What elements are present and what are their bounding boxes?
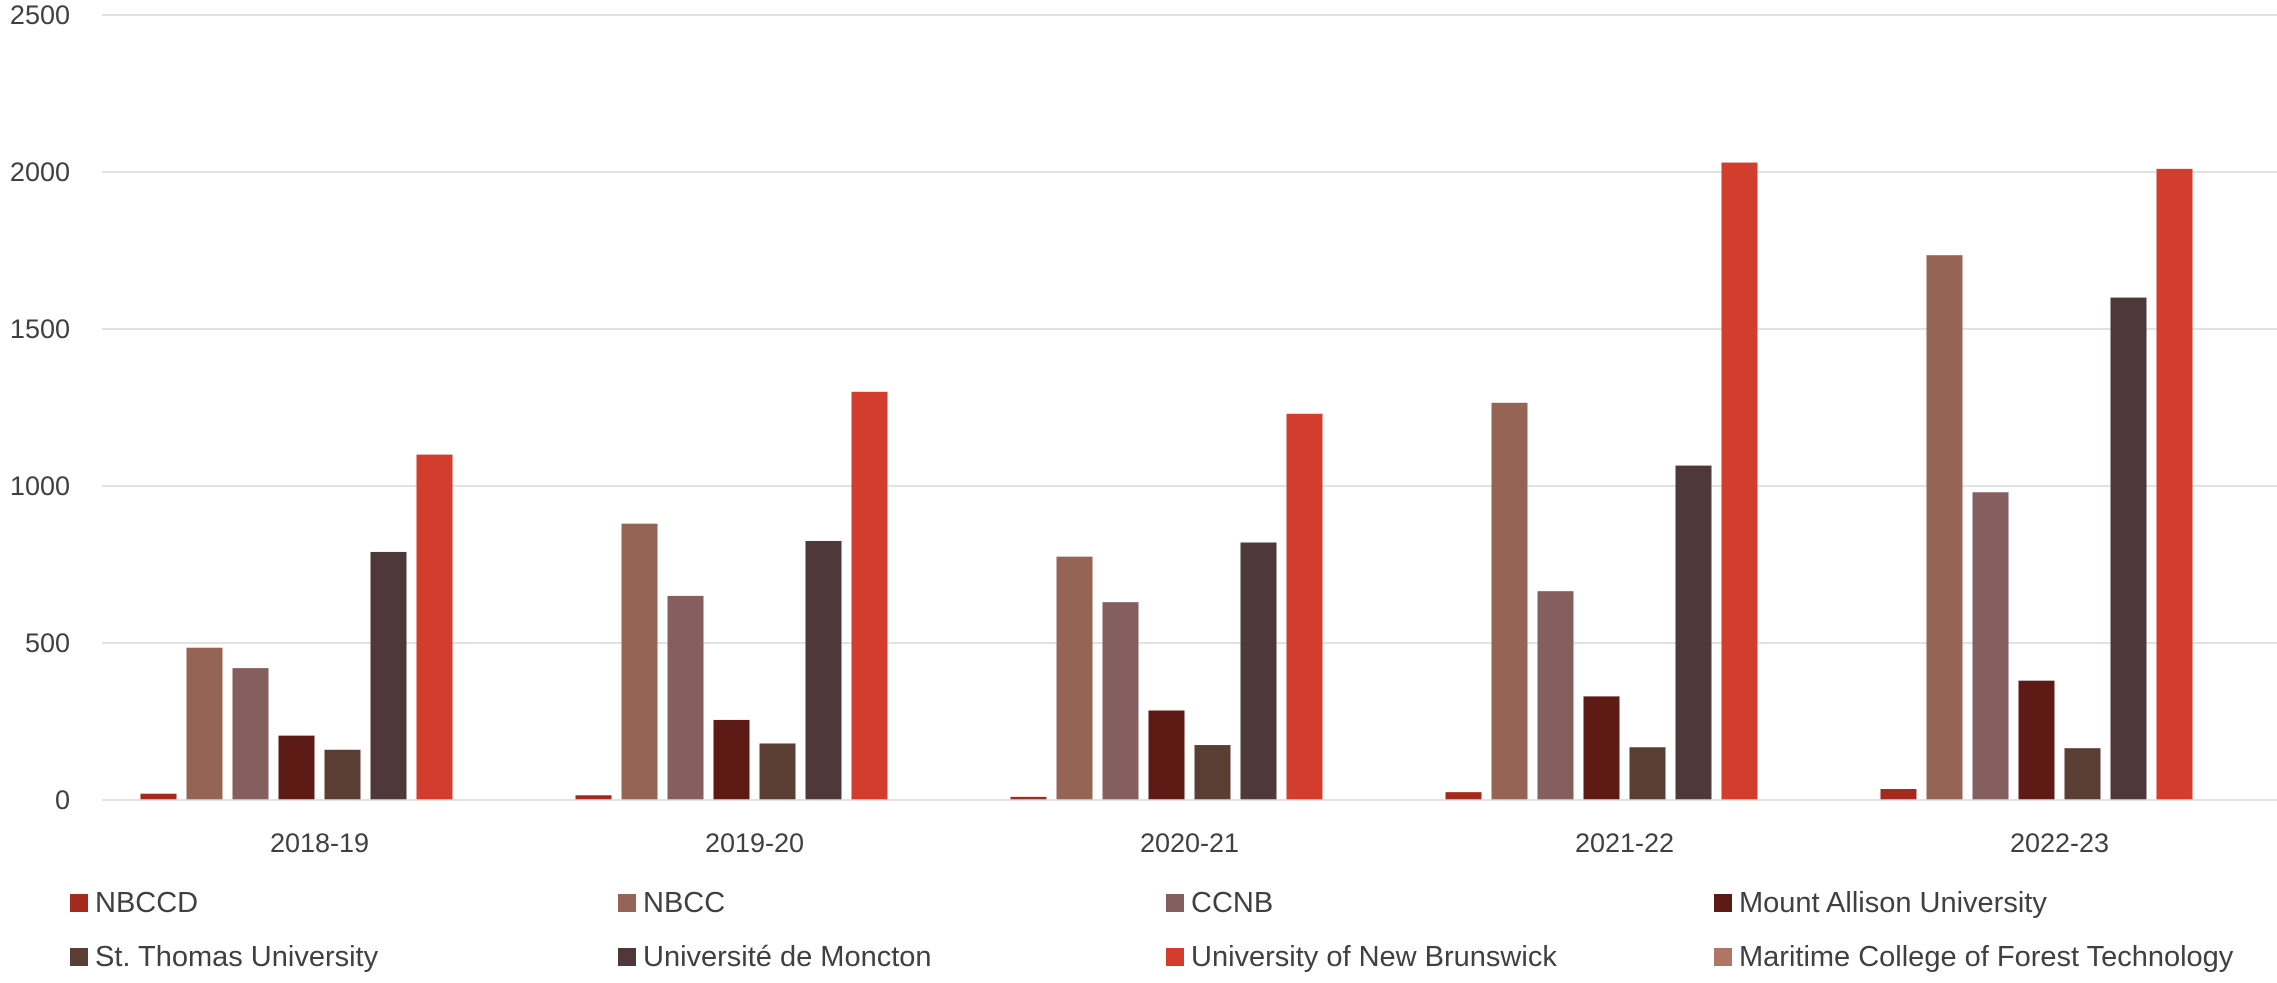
legend: NBCCD NBCC CCNB Mount Allison University St.…	[70, 887, 2234, 973]
bar-nbccd-2019-20	[575, 795, 612, 800]
legend-label: Université de Moncton	[643, 941, 932, 973]
legend-swatch	[1714, 948, 1732, 966]
legend-swatch	[1166, 894, 1184, 912]
bar-university-of-new-brunswick-2019-20	[851, 391, 888, 800]
x-axis: 2018-19 2019-20 2020-21 2021-22 2022-23	[102, 799, 2277, 858]
bar-ccnb-2022-23	[1972, 492, 2009, 800]
bar-nbccd-2020-21	[1010, 796, 1047, 800]
bar-universit-de-moncton-2021-22	[1675, 465, 1712, 800]
bar-mount-allison-university-2019-20	[713, 719, 750, 800]
y-tick-label: 1000	[10, 471, 70, 501]
bar-nbcc-2018-19	[186, 647, 223, 800]
y-tick-label: 2500	[10, 0, 70, 30]
bar-st-thomas-university-2018-19	[324, 749, 361, 800]
legend-label: University of New Brunswick	[1191, 941, 1557, 973]
bar-universit-de-moncton-2019-20	[805, 540, 842, 800]
bars	[140, 162, 2193, 801]
bar-ccnb-2020-21	[1102, 602, 1139, 800]
bar-mount-allison-university-2022-23	[2018, 680, 2055, 800]
bar-ccnb-2018-19	[232, 668, 269, 800]
legend-swatch	[1166, 948, 1184, 966]
legend-label: Mount Allison University	[1739, 887, 2047, 919]
legend-swatch	[70, 894, 88, 912]
bar-st-thomas-university-2020-21	[1194, 745, 1231, 800]
bar-university-of-new-brunswick-2022-23	[2156, 168, 2193, 801]
gridlines	[102, 14, 2277, 644]
bar-mount-allison-university-2018-19	[278, 735, 315, 800]
legend-label: Maritime College of Forest Technology	[1739, 941, 2234, 973]
y-tick-label: 500	[25, 628, 70, 658]
legend-label: NBCC	[643, 887, 725, 919]
bar-universit-de-moncton-2022-23	[2110, 297, 2147, 800]
bar-university-of-new-brunswick-2021-22	[1721, 162, 1758, 800]
y-axis: 0 500 1000 1500 2000 2500	[10, 0, 70, 815]
bar-nbcc-2022-23	[1926, 255, 1963, 800]
bar-nbccd-2021-22	[1445, 792, 1482, 800]
legend-label: NBCCD	[95, 887, 198, 919]
x-tick-label: 2019-20	[705, 828, 804, 858]
bar-mount-allison-university-2020-21	[1148, 710, 1185, 800]
y-tick-label: 2000	[10, 157, 70, 187]
bar-universit-de-moncton-2018-19	[370, 551, 407, 800]
bar-st-thomas-university-2021-22	[1629, 747, 1666, 800]
legend-swatch	[618, 948, 636, 966]
bar-nbccd-2022-23	[1880, 789, 1917, 800]
legend-swatch	[70, 948, 88, 966]
legend-label: St. Thomas University	[95, 941, 379, 973]
bar-st-thomas-university-2019-20	[759, 743, 796, 800]
bar-university-of-new-brunswick-2018-19	[416, 454, 453, 800]
x-tick-label: 2022-23	[2010, 828, 2109, 858]
y-tick-label: 1500	[10, 314, 70, 344]
bar-nbccd-2018-19	[140, 793, 177, 800]
bar-nbcc-2020-21	[1056, 556, 1093, 800]
bar-universit-de-moncton-2020-21	[1240, 542, 1277, 800]
bar-ccnb-2019-20	[667, 595, 704, 800]
y-tick-label: 0	[55, 785, 70, 815]
legend-swatch	[1714, 894, 1732, 912]
legend-label: CCNB	[1191, 887, 1273, 919]
bar-st-thomas-university-2022-23	[2064, 748, 2101, 800]
bar-mount-allison-university-2021-22	[1583, 696, 1620, 800]
bar-university-of-new-brunswick-2020-21	[1286, 413, 1323, 800]
x-tick-label: 2020-21	[1140, 828, 1239, 858]
bar-nbcc-2021-22	[1491, 402, 1528, 800]
legend-swatch	[618, 894, 636, 912]
x-tick-label: 2018-19	[270, 828, 369, 858]
bar-ccnb-2021-22	[1537, 591, 1574, 800]
bar-nbcc-2019-20	[621, 523, 658, 800]
x-tick-label: 2021-22	[1575, 828, 1674, 858]
